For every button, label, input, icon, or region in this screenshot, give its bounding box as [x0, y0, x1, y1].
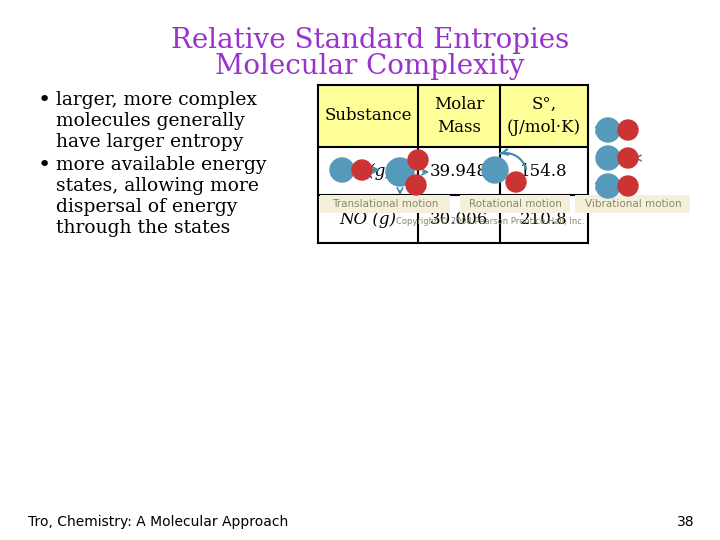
Bar [318, 85, 588, 147]
Text: 39.948: 39.948 [430, 163, 488, 179]
Text: Translational motion: Translational motion [332, 199, 438, 209]
Text: Relative Standard Entropies: Relative Standard Entropies [171, 26, 569, 53]
Circle shape [618, 148, 638, 168]
Text: 210.8: 210.8 [520, 211, 568, 227]
Text: 38: 38 [678, 515, 695, 529]
Text: Vibrational motion: Vibrational motion [585, 199, 681, 209]
Text: Molecular Complexity: Molecular Complexity [215, 53, 525, 80]
Text: Tro, Chemistry: A Molecular Approach: Tro, Chemistry: A Molecular Approach [28, 515, 288, 529]
Bar [318, 195, 588, 243]
Bar [320, 195, 450, 213]
Circle shape [386, 158, 414, 186]
Text: Copyright © 2008 Pearson Prentice Hall, Inc.: Copyright © 2008 Pearson Prentice Hall, … [396, 218, 584, 226]
Text: dispersal of energy: dispersal of energy [56, 198, 238, 216]
Bar [460, 195, 570, 213]
Circle shape [596, 146, 620, 170]
Text: have larger entropy: have larger entropy [56, 133, 243, 151]
Text: molecules generally: molecules generally [56, 112, 245, 130]
Text: •: • [38, 155, 51, 175]
Circle shape [352, 160, 372, 180]
Text: Molar
Mass: Molar Mass [434, 96, 484, 136]
Text: Ar (g): Ar (g) [343, 163, 392, 179]
Text: 154.8: 154.8 [520, 163, 568, 179]
Text: S°,
(J/mol·K): S°, (J/mol·K) [507, 96, 581, 136]
Circle shape [596, 174, 620, 198]
Text: more available energy: more available energy [56, 156, 266, 174]
Text: states, allowing more: states, allowing more [56, 177, 259, 195]
Text: Rotational motion: Rotational motion [469, 199, 562, 209]
Bar [318, 147, 588, 195]
Circle shape [506, 172, 526, 192]
Circle shape [330, 158, 354, 182]
Text: larger, more complex: larger, more complex [56, 91, 257, 109]
Text: Substance: Substance [324, 107, 412, 125]
Circle shape [482, 157, 508, 183]
Circle shape [618, 176, 638, 196]
Circle shape [618, 120, 638, 140]
Circle shape [596, 118, 620, 142]
Text: through the states: through the states [56, 219, 230, 237]
Circle shape [406, 175, 426, 195]
Circle shape [408, 150, 428, 170]
Text: NO (g): NO (g) [340, 211, 397, 227]
Text: •: • [38, 90, 51, 110]
Bar [575, 195, 690, 213]
Text: 30.006: 30.006 [430, 211, 488, 227]
